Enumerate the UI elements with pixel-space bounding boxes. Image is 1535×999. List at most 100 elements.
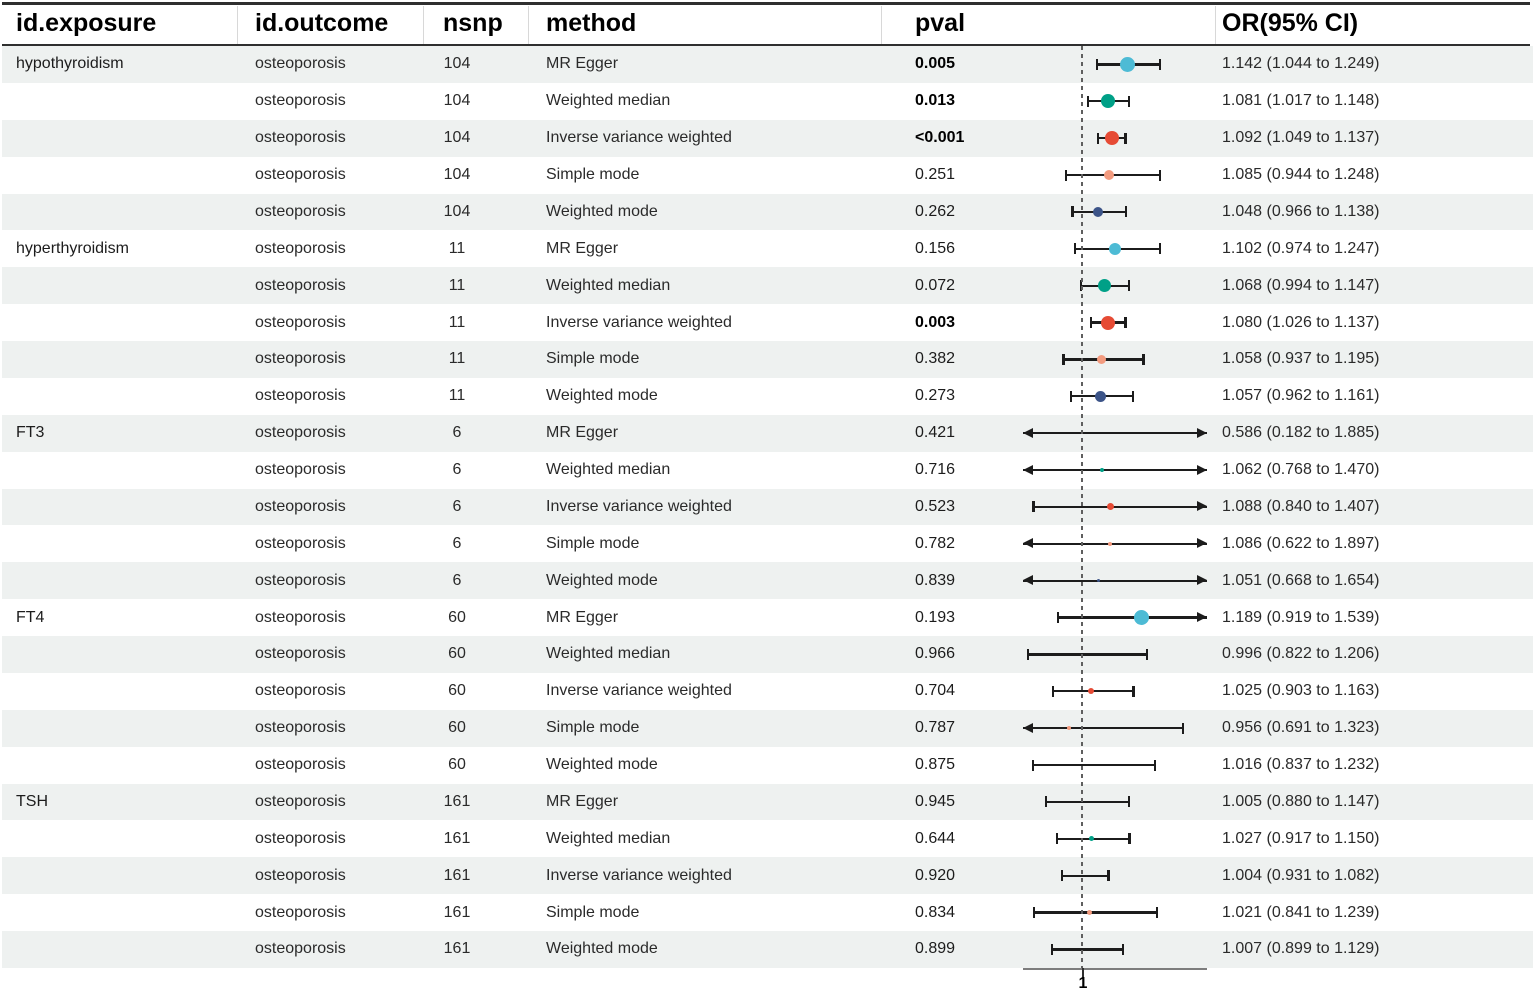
cell-forest-plot (990, 599, 1215, 636)
cell-nsnp: 161 (443, 903, 471, 921)
ci-whisker (1023, 727, 1184, 730)
cell-method: Weighted median (546, 829, 671, 847)
cell-pval: 0.382 (915, 350, 956, 368)
cell-method: Weighted mode (546, 202, 658, 220)
cell-exposure: hyperthyroidism (16, 239, 129, 257)
cell-or-ci: 1.004 (0.931 to 1.082) (1222, 866, 1380, 884)
cell-forest-plot (990, 267, 1215, 304)
cell-forest-plot (990, 820, 1215, 857)
cell-outcome: osteoporosis (255, 55, 346, 73)
cell-pval: 0.156 (915, 239, 956, 257)
cell-forest-plot (990, 894, 1215, 931)
header-column-separator (423, 6, 424, 44)
cell-or-ci: 1.086 (0.622 to 1.897) (1222, 534, 1380, 552)
cell-outcome: osteoporosis (255, 756, 346, 774)
ci-cap-right (1145, 648, 1148, 660)
ci-cap-right (1131, 390, 1135, 402)
ci-cap-left (1032, 501, 1035, 513)
cell-nsnp: 6 (452, 534, 462, 552)
ci-clip-arrow-right (1197, 427, 1207, 438)
cell-nsnp: 161 (443, 829, 471, 847)
table-row: osteoporosis 60 Inverse variance weighte… (2, 673, 1533, 710)
ci-cap-left (1031, 759, 1034, 771)
cell-forest-plot (990, 931, 1215, 968)
cell-pval: 0.644 (915, 829, 956, 847)
table-row: osteoporosis 104 Weighted median 0.013 1… (2, 83, 1533, 120)
or-point (1108, 242, 1121, 255)
ci-cap-right (1156, 907, 1159, 919)
cell-or-ci: 1.027 (0.917 to 1.150) (1222, 829, 1380, 847)
or-point (1104, 170, 1115, 181)
cell-method: Inverse variance weighted (546, 866, 732, 884)
or-point (1106, 503, 1114, 511)
cell-or-ci: 1.081 (1.017 to 1.148) (1222, 92, 1380, 110)
ci-clip-arrow-left (1023, 427, 1033, 438)
ci-cap-right (1121, 943, 1125, 955)
cell-outcome: osteoporosis (255, 792, 346, 810)
cell-outcome: osteoporosis (255, 387, 346, 405)
cell-or-ci: 1.102 (0.974 to 1.247) (1222, 239, 1380, 257)
table-row: osteoporosis 6 Weighted median 0.716 1.0… (2, 452, 1533, 489)
cell-pval: 0.005 (915, 55, 956, 73)
table-row: osteoporosis 161 Weighted median 0.644 1… (2, 820, 1533, 857)
ci-whisker (1033, 505, 1207, 509)
cell-nsnp: 104 (443, 55, 471, 73)
cell-outcome: osteoporosis (255, 350, 346, 368)
cell-pval: 0.193 (915, 608, 956, 626)
table-row: TSH osteoporosis 161 MR Egger 0.945 1.00… (2, 783, 1533, 821)
column-header-exposure: id.exposure (16, 9, 157, 37)
ci-clip-arrow-right (1197, 501, 1207, 512)
ci-clip-arrow-left (1023, 538, 1033, 549)
cell-forest-plot (990, 194, 1215, 231)
or-point (1107, 541, 1112, 546)
cell-forest-plot (990, 415, 1215, 452)
header-column-separator (881, 6, 882, 44)
cell-nsnp: 60 (448, 645, 466, 663)
cell-nsnp: 104 (443, 166, 471, 184)
cell-pval: 0.787 (915, 719, 956, 737)
cell-pval: 0.920 (915, 866, 956, 884)
cell-or-ci: 1.007 (0.899 to 1.129) (1222, 940, 1380, 958)
cell-nsnp: 11 (448, 387, 466, 405)
cell-nsnp: 6 (452, 461, 462, 479)
cell-or-ci: 1.025 (0.903 to 1.163) (1222, 682, 1380, 700)
ci-cap-left (1073, 243, 1077, 255)
cell-pval: 0.704 (915, 682, 956, 700)
table-row: osteoporosis 11 Weighted mode 0.273 1.05… (2, 378, 1533, 415)
cell-nsnp: 104 (443, 129, 471, 147)
cell-forest-plot (990, 230, 1215, 267)
cell-forest-plot (990, 157, 1215, 194)
cell-or-ci: 0.586 (0.182 to 1.885) (1222, 424, 1380, 442)
ci-clip-arrow-right (1197, 612, 1207, 623)
cell-pval: 0.875 (915, 756, 956, 774)
cell-outcome: osteoporosis (255, 866, 346, 884)
or-point (1087, 910, 1093, 916)
cell-outcome: osteoporosis (255, 202, 346, 220)
or-point (1100, 315, 1115, 330)
cell-forest-plot (990, 378, 1215, 415)
ci-cap-left (1051, 685, 1055, 697)
cell-pval: <0.001 (915, 129, 965, 147)
ci-cap-right (1127, 796, 1130, 808)
x-axis-line (1023, 968, 1207, 971)
table-row: osteoporosis 6 Weighted mode 0.839 1.051… (2, 562, 1533, 600)
cell-or-ci: 1.142 (1.044 to 1.249) (1222, 55, 1380, 73)
cell-pval: 0.966 (915, 645, 956, 663)
forest-table-body: hypothyroidism osteoporosis 104 MR Egger… (2, 46, 1533, 968)
cell-pval: 0.421 (915, 424, 956, 442)
ci-whisker (1023, 432, 1207, 435)
table-row: osteoporosis 60 Weighted median 0.966 0.… (2, 636, 1533, 673)
cell-or-ci: 1.189 (0.919 to 1.539) (1222, 608, 1380, 626)
cell-or-ci: 1.068 (0.994 to 1.147) (1222, 276, 1380, 294)
ci-cap-left (1062, 353, 1065, 365)
cell-pval: 0.839 (915, 571, 956, 589)
cell-outcome: osteoporosis (255, 534, 346, 552)
cell-or-ci: 1.021 (0.841 to 1.239) (1222, 903, 1380, 921)
column-header-nsnp: nsnp (443, 9, 503, 37)
table-row: osteoporosis 161 Simple mode 0.834 1.021… (2, 894, 1533, 931)
ci-cap-left (1064, 169, 1067, 181)
ci-whisker (1032, 763, 1155, 767)
header-column-separator (1215, 6, 1216, 44)
cell-method: Simple mode (546, 166, 640, 184)
cell-forest-plot (990, 562, 1215, 599)
